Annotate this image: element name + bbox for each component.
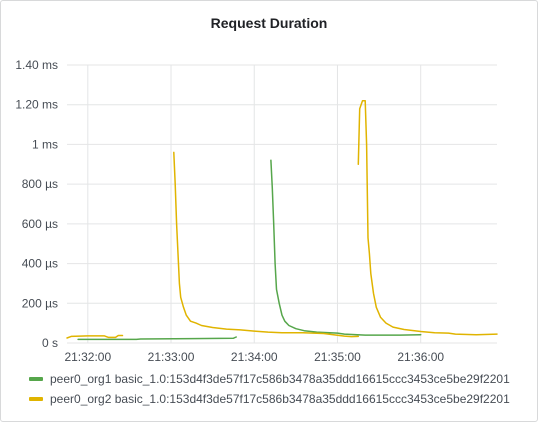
x-tick-label: 21:34:00: [231, 350, 278, 361]
y-tick-label: 600 µs: [22, 217, 58, 231]
y-tick-label: 400 µs: [22, 257, 58, 271]
y-tick-label: 200 µs: [22, 296, 58, 310]
series-1-line-segment-2: [271, 160, 421, 335]
legend-item-series-1[interactable]: peer0_org1 basic_1.0:153d4f3de57f17c586b…: [29, 369, 529, 389]
x-tick-label: 21:36:00: [397, 350, 444, 361]
series-2-line-segment-2: [174, 152, 358, 336]
request-duration-chart: 0 s 200 µs 400 µs 600 µs 800 µs 1 ms 1.20 ms 1.…: [1, 1, 537, 361]
legend-label: peer0_org1 basic_1.0:153d4f3de57f17c586b…: [50, 372, 510, 386]
y-tick-label: 1.40 ms: [15, 58, 58, 72]
y-tick-label: 1.20 ms: [15, 98, 58, 112]
series-2-line-segment-3: [358, 101, 497, 335]
y-tick-label: 800 µs: [22, 177, 58, 191]
legend-swatch: [29, 377, 43, 381]
series-1-line-segment-1: [78, 337, 236, 339]
series-2-line-segment-1: [67, 336, 123, 339]
legend-label: peer0_org2 basic_1.0:153d4f3de57f17c586b…: [50, 392, 510, 406]
y-tick-label: 1 ms: [32, 137, 58, 151]
x-tick-label: 21:35:00: [314, 350, 361, 361]
x-tick-label: 21:33:00: [148, 350, 195, 361]
y-tick-label: 0 s: [42, 336, 58, 350]
x-tick-label: 21:32:00: [64, 350, 111, 361]
legend-swatch: [29, 397, 43, 401]
legend-item-series-2[interactable]: peer0_org2 basic_1.0:153d4f3de57f17c586b…: [29, 389, 529, 409]
chart-legend: peer0_org1 basic_1.0:153d4f3de57f17c586b…: [29, 369, 529, 409]
